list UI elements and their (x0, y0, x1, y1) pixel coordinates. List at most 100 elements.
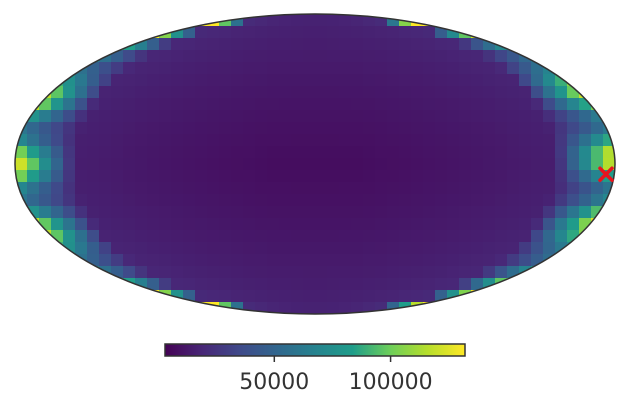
map-cell (579, 146, 592, 159)
map-cell (459, 230, 472, 243)
map-cell (567, 110, 580, 123)
map-cell (267, 218, 280, 231)
map-cell (351, 14, 364, 27)
map-cell (435, 38, 448, 51)
map-cell (375, 206, 388, 219)
map-cell (507, 146, 520, 159)
map-cell (351, 230, 364, 243)
map-cell (315, 74, 328, 87)
map-cell (279, 74, 292, 87)
map-cell (375, 254, 388, 267)
map-cell (135, 50, 148, 63)
map-cell (231, 50, 244, 63)
map-cell (363, 302, 376, 314)
map-cell (123, 110, 136, 123)
map-cell (243, 86, 256, 99)
map-cell (555, 182, 568, 195)
map-cell (99, 110, 112, 123)
map-cell (567, 122, 580, 135)
map-cell (303, 26, 316, 39)
map-cell (327, 254, 340, 267)
map-cell (339, 302, 352, 314)
map-cell (423, 146, 436, 159)
map-cell (387, 86, 400, 99)
map-cell (159, 170, 172, 183)
map-cell (159, 218, 172, 231)
map-cell (567, 170, 580, 183)
map-cell (507, 158, 520, 171)
colorbar: 50000 100000 (164, 343, 466, 395)
map-cell (339, 158, 352, 171)
map-cell (555, 110, 568, 123)
map-cell (495, 254, 508, 267)
map-cell (147, 86, 160, 99)
map-cell (363, 38, 376, 51)
map-cell (327, 266, 340, 279)
map-cell (447, 86, 460, 99)
map-cell (183, 182, 196, 195)
map-cell (447, 110, 460, 123)
map-cell (471, 50, 484, 63)
map-cell (411, 122, 424, 135)
map-cell (147, 170, 160, 183)
map-cell (375, 98, 388, 111)
map-cell (87, 182, 100, 195)
source-marker (598, 166, 614, 183)
map-cell (303, 266, 316, 279)
map-cell (267, 146, 280, 159)
map-cell (483, 62, 496, 75)
map-cell (135, 218, 148, 231)
map-cell (207, 218, 220, 231)
map-cell (483, 182, 496, 195)
map-cell (315, 62, 328, 75)
map-cell (255, 110, 268, 123)
map-cell (579, 170, 592, 183)
map-cell (123, 218, 136, 231)
map-cell (315, 278, 328, 291)
map-cell (147, 182, 160, 195)
map-cell (87, 218, 100, 231)
map-cell (195, 98, 208, 111)
map-cell (123, 254, 136, 267)
map-cell (111, 218, 124, 231)
map-cell (327, 14, 340, 27)
map-cell (183, 146, 196, 159)
map-cell (231, 230, 244, 243)
map-cell (435, 62, 448, 75)
map-cell (207, 98, 220, 111)
map-cell (15, 170, 28, 183)
map-cell (255, 146, 268, 159)
map-cell (75, 74, 88, 87)
map-cell (219, 158, 232, 171)
map-cell (87, 134, 100, 147)
map-cell (327, 122, 340, 135)
map-cell (75, 122, 88, 135)
map-cell (495, 146, 508, 159)
map-cell (183, 38, 196, 51)
map-cell (75, 134, 88, 147)
map-cell (39, 194, 52, 207)
map-cell (99, 266, 112, 279)
map-cell (27, 146, 40, 159)
map-cell (207, 242, 220, 255)
map-cell (279, 26, 292, 39)
map-cell (243, 218, 256, 231)
map-cell (363, 50, 376, 63)
map-cell (399, 38, 412, 51)
map-cell (303, 254, 316, 267)
map-cell (147, 74, 160, 87)
map-cell (423, 206, 436, 219)
map-cell (123, 122, 136, 135)
map-cell (195, 242, 208, 255)
map-cell (519, 254, 532, 267)
map-cell (27, 218, 40, 231)
map-cell (411, 254, 424, 267)
map-cell (471, 170, 484, 183)
map-cell (231, 122, 244, 135)
map-cell (423, 158, 436, 171)
map-cell (123, 206, 136, 219)
map-cell (219, 86, 232, 99)
map-cell (111, 158, 124, 171)
map-cell (171, 134, 184, 147)
